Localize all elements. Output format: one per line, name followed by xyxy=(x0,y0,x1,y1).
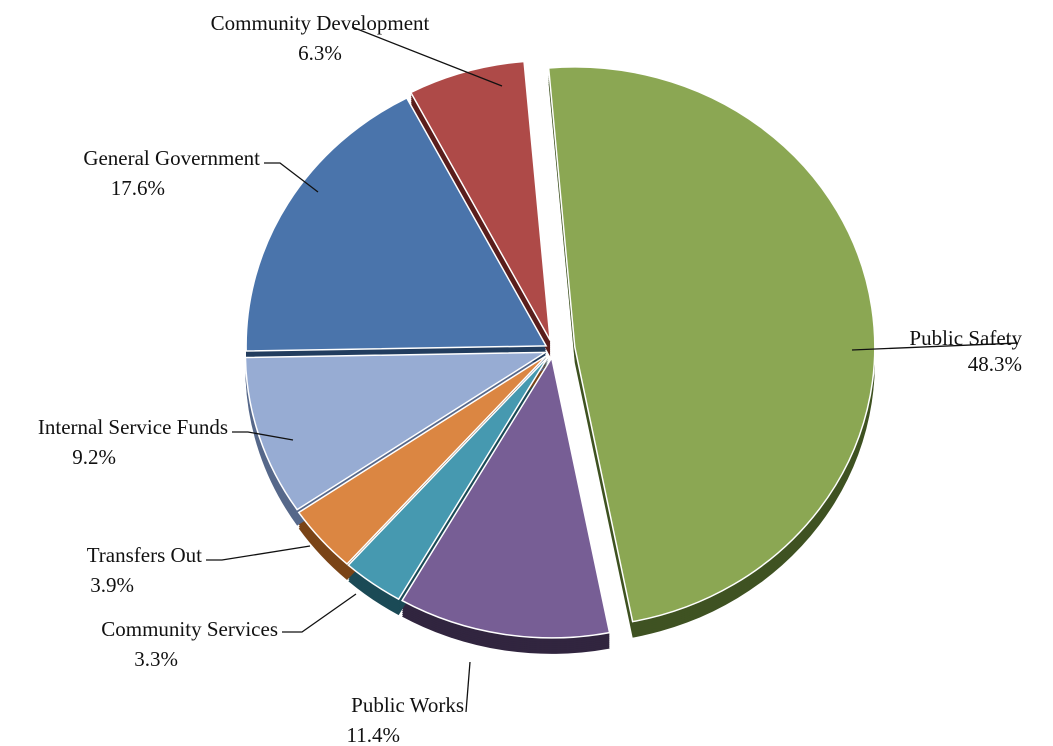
slice-label-public-works: Public Works xyxy=(351,693,464,717)
slice-value-public-works: 11.4% xyxy=(347,723,400,746)
pie-slice-internal-service-funds xyxy=(244,351,549,511)
slice-value-community-services: 3.3% xyxy=(134,647,178,671)
leader-line-community-development xyxy=(351,26,503,87)
pie-slice-transfers-out xyxy=(297,354,548,566)
leader-line-general-government xyxy=(264,162,319,193)
slice-value-internal-service-funds: 9.2% xyxy=(72,445,116,469)
slice-value-community-development: 6.3% xyxy=(298,41,342,65)
slice-label-community-development: Community Development xyxy=(211,11,430,35)
pie-slice-general-government xyxy=(245,96,548,352)
slice-label-public-safety: Public Safety xyxy=(909,326,1022,350)
pie-slice-public-works xyxy=(400,355,611,639)
leader-line-internal-service-funds xyxy=(232,431,294,441)
slice-value-transfers-out: 3.9% xyxy=(90,573,134,597)
slice-value-public-safety: 48.3% xyxy=(968,352,1022,376)
slice-label-internal-service-funds: Internal Service Funds xyxy=(38,415,228,439)
pie-slice-community-services xyxy=(347,355,549,601)
slice-top-layer xyxy=(244,60,876,639)
leader-line-public-works xyxy=(465,661,471,713)
slice-label-transfers-out: Transfers Out xyxy=(87,543,202,567)
slice-value-general-government: 17.6% xyxy=(111,176,165,200)
slice-label-community-services: Community Services xyxy=(101,617,278,641)
leader-line-public-safety xyxy=(851,342,1019,351)
leader-line-transfers-out xyxy=(206,545,311,561)
leader-line-community-services xyxy=(282,593,357,633)
pie-slice-public-safety xyxy=(547,66,876,623)
leader-lines xyxy=(206,26,1019,713)
slice-label-general-government: General Government xyxy=(83,146,260,170)
